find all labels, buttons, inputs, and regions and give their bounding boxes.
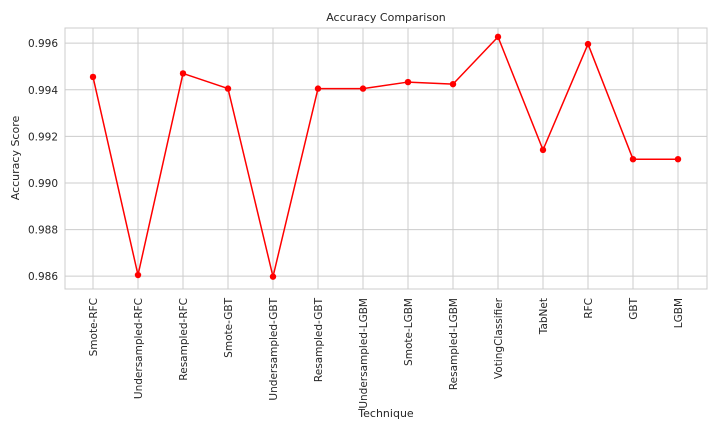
data-point [494, 33, 502, 41]
x-tick-label: Resampled-LGBM [448, 298, 460, 390]
x-tick-label: TabNet [538, 298, 550, 335]
x-tick-label: Smote-LGBM [403, 298, 415, 366]
x-tick-label: Undersampled-GBT [268, 297, 280, 400]
x-tick-label: Resampled-RFC [178, 298, 190, 381]
plot-frame [64, 27, 708, 290]
series-line [92, 36, 678, 278]
y-tick-label: 0.986 [28, 271, 58, 283]
x-tick-label: GBT [628, 297, 640, 319]
data-point [134, 271, 142, 279]
series [89, 33, 682, 280]
x-tick-label: RFC [583, 298, 595, 319]
x-tick-label: Undersampled-LGBM [358, 298, 370, 409]
y-axis-label: Accuracy Score [9, 116, 22, 201]
y-tick-label: 0.994 [28, 85, 58, 97]
data-point [629, 155, 637, 163]
x-tick-label: Undersampled-RFC [133, 298, 145, 399]
x-tick-label: LGBM [673, 298, 685, 328]
data-point [584, 40, 592, 48]
data-point [539, 146, 547, 154]
x-tick-label: VotingClassifier [493, 297, 505, 379]
y-tick-label: 0.990 [28, 178, 58, 190]
y-tick-label: 0.996 [28, 38, 58, 50]
data-point [89, 73, 97, 81]
data-point [674, 155, 682, 163]
data-point [449, 80, 457, 88]
data-point [224, 85, 232, 92]
x-axis-label: Technique [357, 407, 414, 420]
y-tick-labels: 0.986 0.988 0.990 0.992 0.994 0.996 [28, 38, 58, 283]
y-tick-label: 0.988 [28, 225, 58, 237]
y-tick-label: 0.992 [28, 131, 58, 143]
data-point [359, 85, 367, 92]
x-tick-labels: Smote-RFC Undersampled-RFC Resampled-RFC Sm… [88, 297, 685, 408]
chart-title: Accuracy Comparison [326, 11, 446, 24]
x-tick-label: Resampled-GBT [313, 297, 325, 382]
data-point [314, 85, 322, 92]
x-tick-label: Smote-RFC [88, 298, 100, 356]
data-point [269, 273, 277, 280]
data-point [179, 70, 187, 77]
grid [65, 28, 707, 289]
x-tick-label: Smote-GBT [223, 297, 235, 357]
data-point [404, 78, 412, 86]
